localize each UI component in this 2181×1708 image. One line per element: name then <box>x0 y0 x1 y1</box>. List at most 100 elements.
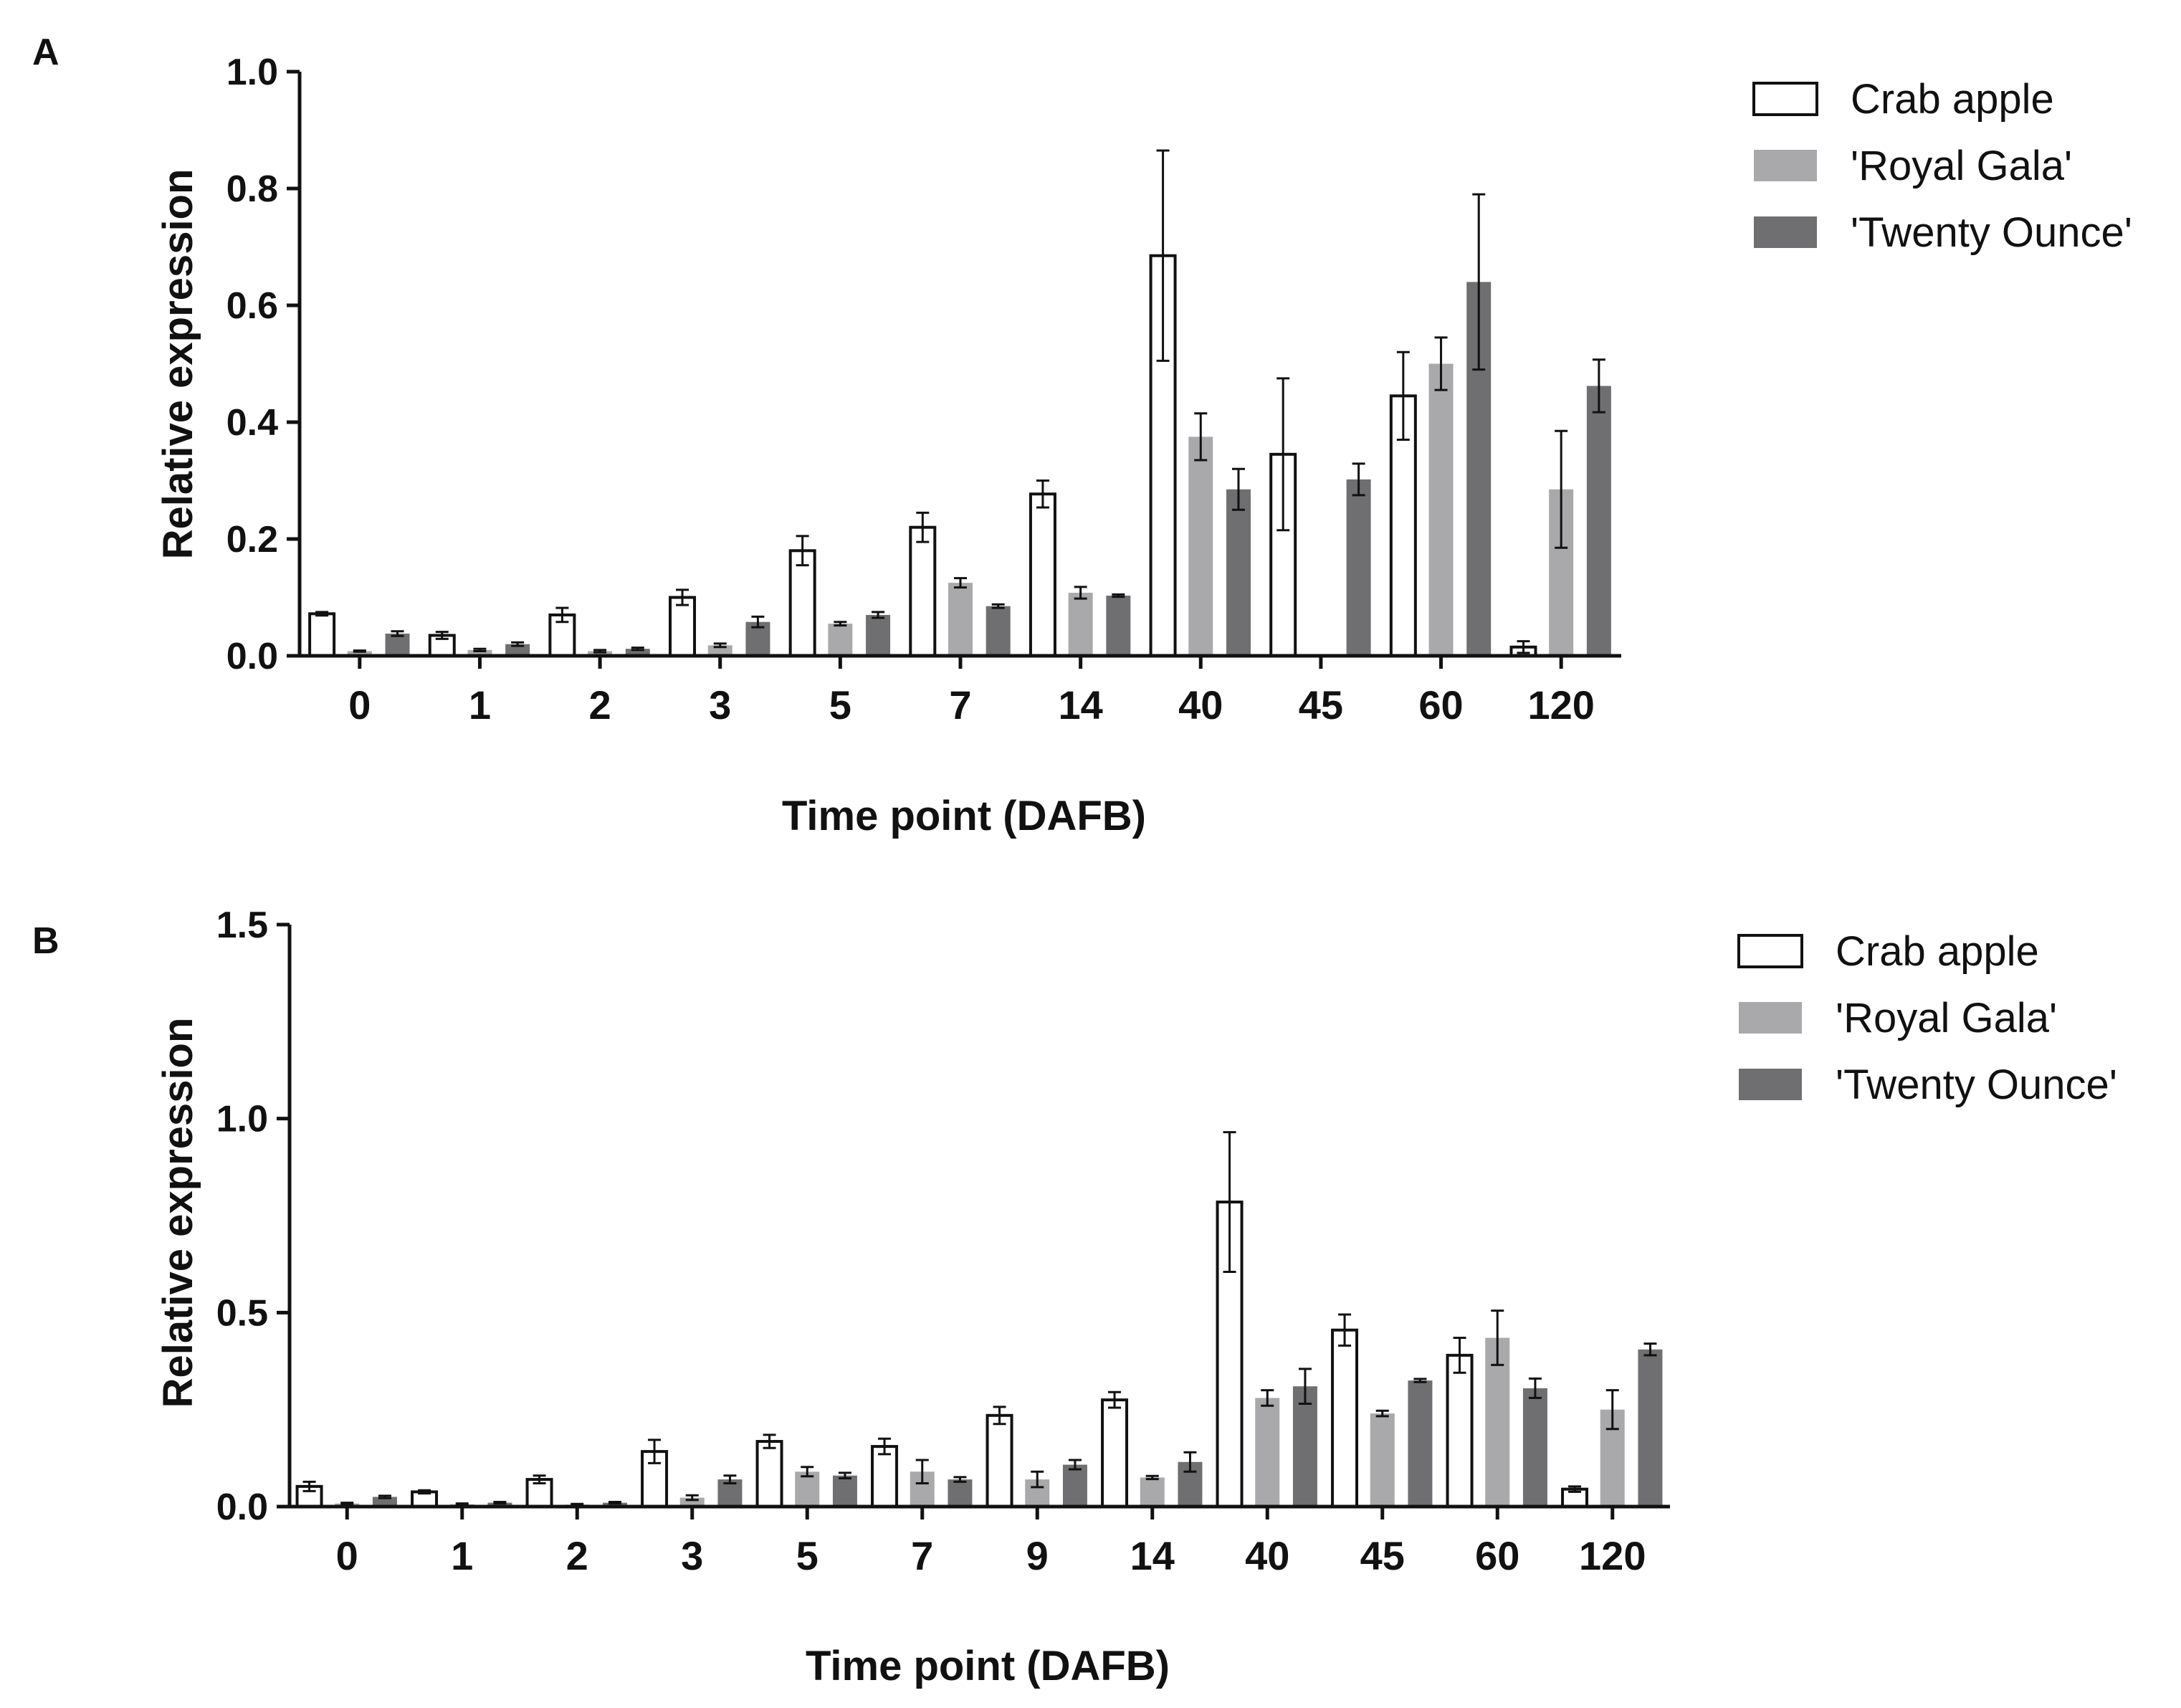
x-tick-label: 7 <box>949 682 971 727</box>
bar <box>602 1502 627 1507</box>
bar <box>948 1479 973 1507</box>
y-tick-label: 0.2 <box>226 519 278 560</box>
bar <box>871 1445 899 1509</box>
panel-a-y-ticks: 0.0 0.2 0.4 0.6 0.8 1.0 <box>226 52 300 677</box>
y-tick-label: 0.5 <box>216 1292 268 1334</box>
panel-b-letter: B <box>32 920 59 962</box>
bar <box>1586 386 1611 656</box>
x-tick-label: 1 <box>469 682 491 727</box>
x-tick-label: 0 <box>348 682 371 727</box>
bar <box>1188 436 1213 656</box>
bar <box>909 525 937 658</box>
bar <box>866 614 891 656</box>
bar <box>1106 596 1131 656</box>
bar <box>1346 479 1371 656</box>
bar <box>985 606 1011 656</box>
legend-swatch <box>1754 150 1817 181</box>
bar <box>788 549 816 657</box>
bar <box>1226 489 1251 656</box>
bar <box>487 1502 512 1507</box>
bar <box>985 1413 1013 1508</box>
bar <box>308 612 336 658</box>
legend-label: Crab apple <box>1836 928 2039 975</box>
x-tick-label: 1 <box>451 1533 473 1578</box>
legend-swatch <box>1739 1069 1802 1100</box>
bar <box>832 1475 857 1507</box>
y-tick-label: 1.0 <box>216 1099 268 1140</box>
panel-a-x-ticks: 0 1 2 3 5 7 14 40 45 60 120 <box>348 656 1595 727</box>
x-tick-label: 5 <box>829 682 851 727</box>
x-tick-label: 14 <box>1130 1533 1175 1578</box>
legend-label: 'Twenty Ounce' <box>1851 209 2132 256</box>
x-tick-label: 45 <box>1299 682 1343 727</box>
x-tick-label: 45 <box>1360 1533 1405 1578</box>
bar <box>385 634 410 656</box>
y-tick-label: 0.4 <box>226 402 278 444</box>
bar <box>669 596 697 657</box>
bar <box>795 1471 820 1507</box>
panel-a: A 0.0 0.2 0.4 0.6 0.8 1.0 0 1 2 3 5 7 14 40 45 60 120 R… <box>32 32 2132 839</box>
panel-a-y-axis-title: Relative expression <box>155 169 201 560</box>
x-tick-label: 60 <box>1475 1533 1519 1578</box>
y-tick-label: 1.5 <box>216 905 268 946</box>
x-tick-label: 7 <box>911 1533 933 1578</box>
y-tick-label: 0.0 <box>216 1487 268 1528</box>
x-tick-label: 5 <box>796 1533 819 1578</box>
panel-a-legend: Crab apple 'Royal Gala' 'Twenty Ounce' <box>1752 76 2132 256</box>
bar <box>588 651 613 656</box>
legend-swatch <box>1754 216 1817 248</box>
x-tick-label: 2 <box>589 682 611 727</box>
bar <box>505 644 530 656</box>
y-tick-label: 1.0 <box>226 52 278 93</box>
panel-a-x-axis-title: Time point (DAFB) <box>782 793 1146 839</box>
bar <box>1408 1380 1433 1507</box>
bar <box>1370 1413 1395 1507</box>
bar <box>1029 492 1056 657</box>
bar <box>948 583 973 656</box>
y-tick-label: 0.0 <box>226 636 278 677</box>
panel-b-bars <box>295 1131 1663 1509</box>
x-tick-label: 60 <box>1418 682 1463 727</box>
legend-label: 'Royal Gala' <box>1836 995 2057 1041</box>
y-tick-label: 0.8 <box>226 168 278 210</box>
bar <box>625 649 650 656</box>
bar <box>1101 1398 1129 1508</box>
bar <box>1522 1388 1547 1507</box>
x-tick-label: 3 <box>681 1533 703 1578</box>
legend-swatch <box>1737 934 1803 968</box>
bar <box>1638 1349 1663 1507</box>
panel-a-axes <box>297 72 1621 658</box>
legend-swatch <box>1739 1002 1802 1034</box>
legend-swatch <box>1752 82 1818 116</box>
panel-b: B 0.0 0.5 1.0 1.5 0 1 2 3 5 7 9 14 40 45 60 120 Relati… <box>32 905 2117 1689</box>
y-tick-label: 0.6 <box>226 285 278 327</box>
bar <box>467 649 492 656</box>
panel-a-bars <box>308 149 1611 658</box>
x-tick-label: 120 <box>1579 1533 1646 1578</box>
x-tick-label: 0 <box>336 1533 358 1578</box>
bar <box>1062 1464 1087 1507</box>
bar <box>1068 592 1093 656</box>
bar <box>1428 363 1454 656</box>
x-tick-label: 3 <box>709 682 731 727</box>
bar <box>1292 1386 1317 1507</box>
bar <box>1331 1328 1359 1509</box>
x-tick-label: 40 <box>1245 1533 1289 1578</box>
panel-b-x-ticks: 0 1 2 3 5 7 9 14 40 45 60 120 <box>336 1507 1646 1578</box>
x-tick-label: 40 <box>1178 682 1223 727</box>
bar <box>1446 1353 1474 1508</box>
panel-a-letter: A <box>32 32 59 73</box>
panel-b-legend: Crab apple 'Royal Gala' 'Twenty Ounce' <box>1737 928 2117 1108</box>
bar <box>755 1440 783 1509</box>
bar <box>372 1497 397 1507</box>
panel-b-axes <box>287 925 1670 1509</box>
panel-b-y-axis-title: Relative expression <box>155 1018 201 1408</box>
x-tick-label: 2 <box>566 1533 588 1578</box>
bar <box>1255 1398 1280 1507</box>
legend-label: 'Twenty Ounce' <box>1836 1061 2117 1108</box>
legend-label: Crab apple <box>1851 76 2054 123</box>
x-tick-label: 14 <box>1058 682 1102 727</box>
legend-label: 'Royal Gala' <box>1851 143 2072 189</box>
x-tick-label: 120 <box>1527 682 1594 727</box>
